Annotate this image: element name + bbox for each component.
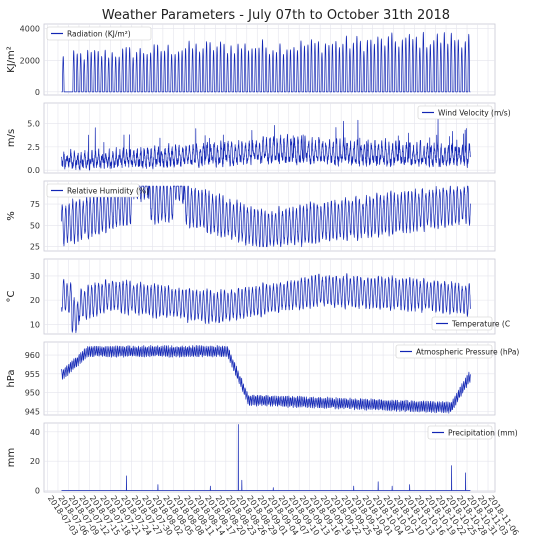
legend-box [46,26,152,41]
legend-label: Wind Velocity (m/s) [438,108,511,117]
series-line [61,424,471,491]
panel-frame [43,422,496,493]
panel-2: 0.0 2.5 5.0 m/s Wind Velocity (m/s) [6,102,511,175]
legend-box [427,425,493,440]
y-tick-label: 2000 [20,56,40,65]
y-tick-label: 30 [30,272,40,281]
series-line [61,185,471,248]
legend-label: Precipitation (mm) [448,428,518,437]
y-tick-label: 0 [35,487,40,496]
y-tick-label: 0 [35,88,40,97]
legend-label: Relative Humidity (%) [67,186,149,195]
legend-box [395,344,493,359]
panel-1: 0 2000 4000 KJ/m² Radiation (KJ/m²) [6,23,496,97]
y-tick-label: 75 [30,200,40,209]
legend: Relative Humidity (%) [46,183,149,198]
legend-label: Radiation (KJ/m²) [67,29,131,38]
y-tick-label: 5.0 [27,120,40,129]
series-line [61,118,471,171]
legend-box [431,316,493,331]
panel-3: 25 50 75% Relative Humidity (%) [6,180,496,252]
y-tick-label: 945 [25,407,40,416]
y-tick-label: 960 [25,351,40,360]
y-axis-label: % [6,211,17,221]
y-tick-label: 950 [25,389,40,398]
y-axis-label: °C [6,290,17,302]
legend: Atmospheric Pressure (hPa) [395,344,519,359]
y-axis-label: mm [6,448,17,467]
legend: Precipitation (mm) [427,425,518,440]
series-line [61,345,471,414]
panels: 0 2000 4000 KJ/m² Radiation (KJ/m²) 0.0 2.5 5.0… [6,23,519,496]
legend-box [46,183,140,198]
legend-box [417,105,493,120]
panel-6: 0 20 40 mm Precipitation (mm) [6,422,518,496]
panel-4: 10 20 30 °C Temperature (C [6,258,510,335]
figure-title: Weather Parameters - July 07th to Octobe… [102,8,450,23]
y-tick-label: 2.5 [27,143,40,152]
y-tick-label: 10 [30,320,40,329]
x-axis: 2018-07-032018-07-062018-07-092018-07-12… [46,494,521,537]
y-axis-label: KJ/m² [6,46,17,73]
series-line [61,31,471,93]
legend: Radiation (KJ/m²) [46,26,152,41]
legend: Wind Velocity (m/s) [417,105,511,120]
legend-label: Atmospheric Pressure (hPa) [416,347,519,356]
y-tick-label: 955 [25,370,40,379]
series-line [61,273,471,334]
y-tick-label: 50 [30,221,40,230]
y-tick-label: 25 [30,243,40,252]
y-tick-label: 40 [30,428,40,437]
panel-5: 945 950 955 960 hPa Atmospheric Pressure (hPa… [6,341,519,416]
y-tick-label: 4000 [20,25,40,34]
y-tick-label: 20 [30,457,40,466]
y-axis-label: hPa [6,369,17,387]
y-tick-label: 20 [30,296,40,305]
legend-label: Temperature (C [451,319,510,328]
y-axis-label: m/s [6,129,17,147]
y-tick-label: 0.0 [27,166,40,175]
legend: Temperature (C [431,316,510,331]
